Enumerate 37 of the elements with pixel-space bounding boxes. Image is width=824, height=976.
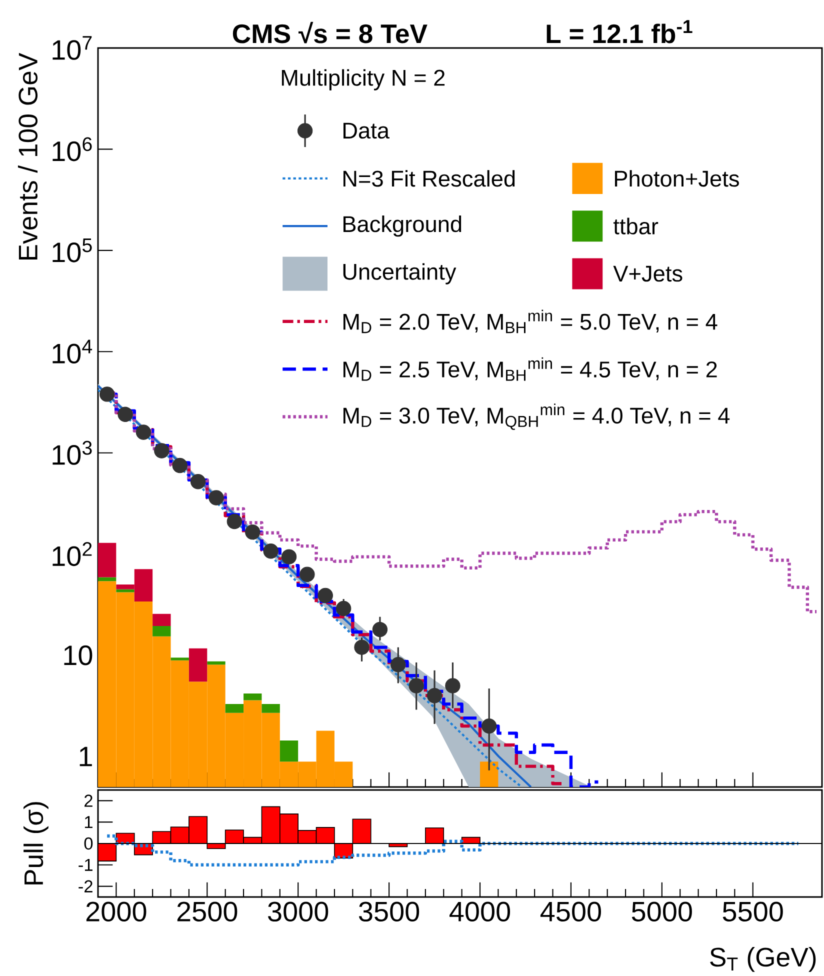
legend-title: Multiplicity N = 2 bbox=[282, 69, 445, 90]
y-tick-label: 10$^{5}$ bbox=[52, 238, 92, 262]
y-tick-label: 0 bbox=[84, 837, 93, 850]
x-tick-label: 5500 bbox=[722, 902, 783, 922]
y-tick-label: 10$^{4}$ bbox=[52, 340, 92, 364]
x-tick-label: 4000 bbox=[450, 902, 510, 922]
y-tick-label: 10 bbox=[64, 645, 92, 666]
legend-label: M$_{D}$ = 3.0 TeV, M$_{QBH}$$^{min}$ = 4.0 TeV, n = 4 bbox=[343, 404, 730, 430]
chart-subtitle: L = 12.1 fb$^{-1}$ bbox=[546, 20, 692, 44]
legend-label: Photon+Jets bbox=[614, 170, 739, 187]
y-tick-label: 10$^{6}$ bbox=[52, 137, 92, 162]
x-tick-label: 3500 bbox=[358, 902, 420, 922]
legend-label: N=3 Fit Rescaled bbox=[343, 170, 515, 187]
y-tick-label: -2 bbox=[78, 880, 92, 892]
y-tick-label: 10$^{7}$ bbox=[52, 36, 92, 60]
x-tick-label: 2000 bbox=[86, 902, 146, 922]
x-tick-label: 4500 bbox=[540, 902, 601, 922]
y-tick-label: 10$^{2}$ bbox=[52, 542, 92, 566]
legend-label: M$_{D}$ = 2.0 TeV, M$_{BH}$$^{min}$ = 5.0 TeV, n = 4 bbox=[343, 310, 718, 334]
y-axis-title: Pull (σ) bbox=[24, 802, 48, 884]
legend-label: ttbar bbox=[613, 218, 658, 234]
legend-label: M$_{D}$ = 2.5 TeV, M$_{BH}$$^{min}$ = 4.5 TeV, n = 2 bbox=[343, 357, 717, 381]
y-tick-label: 10$^{3}$ bbox=[52, 440, 92, 465]
legend-label: Background bbox=[343, 216, 462, 237]
chart-title: CMS √s = 8 TeV bbox=[232, 22, 428, 44]
y-tick-label: 1 bbox=[84, 816, 92, 828]
y-tick-label: 2 bbox=[84, 794, 92, 807]
y-axis-title: Events / 100 GeV bbox=[18, 52, 38, 260]
legend-label: V+Jets bbox=[613, 266, 682, 282]
x-tick-label: 3000 bbox=[268, 902, 328, 922]
legend-label: Uncertainty bbox=[343, 263, 456, 284]
x-axis-title: S$_{T}$ (GeV) bbox=[710, 947, 816, 972]
legend-label: Data bbox=[343, 122, 390, 139]
y-tick-label: 1 bbox=[80, 746, 92, 766]
x-tick-label: 5000 bbox=[632, 902, 692, 922]
y-tick-label: -1 bbox=[78, 858, 92, 871]
x-tick-label: 2500 bbox=[177, 902, 238, 922]
